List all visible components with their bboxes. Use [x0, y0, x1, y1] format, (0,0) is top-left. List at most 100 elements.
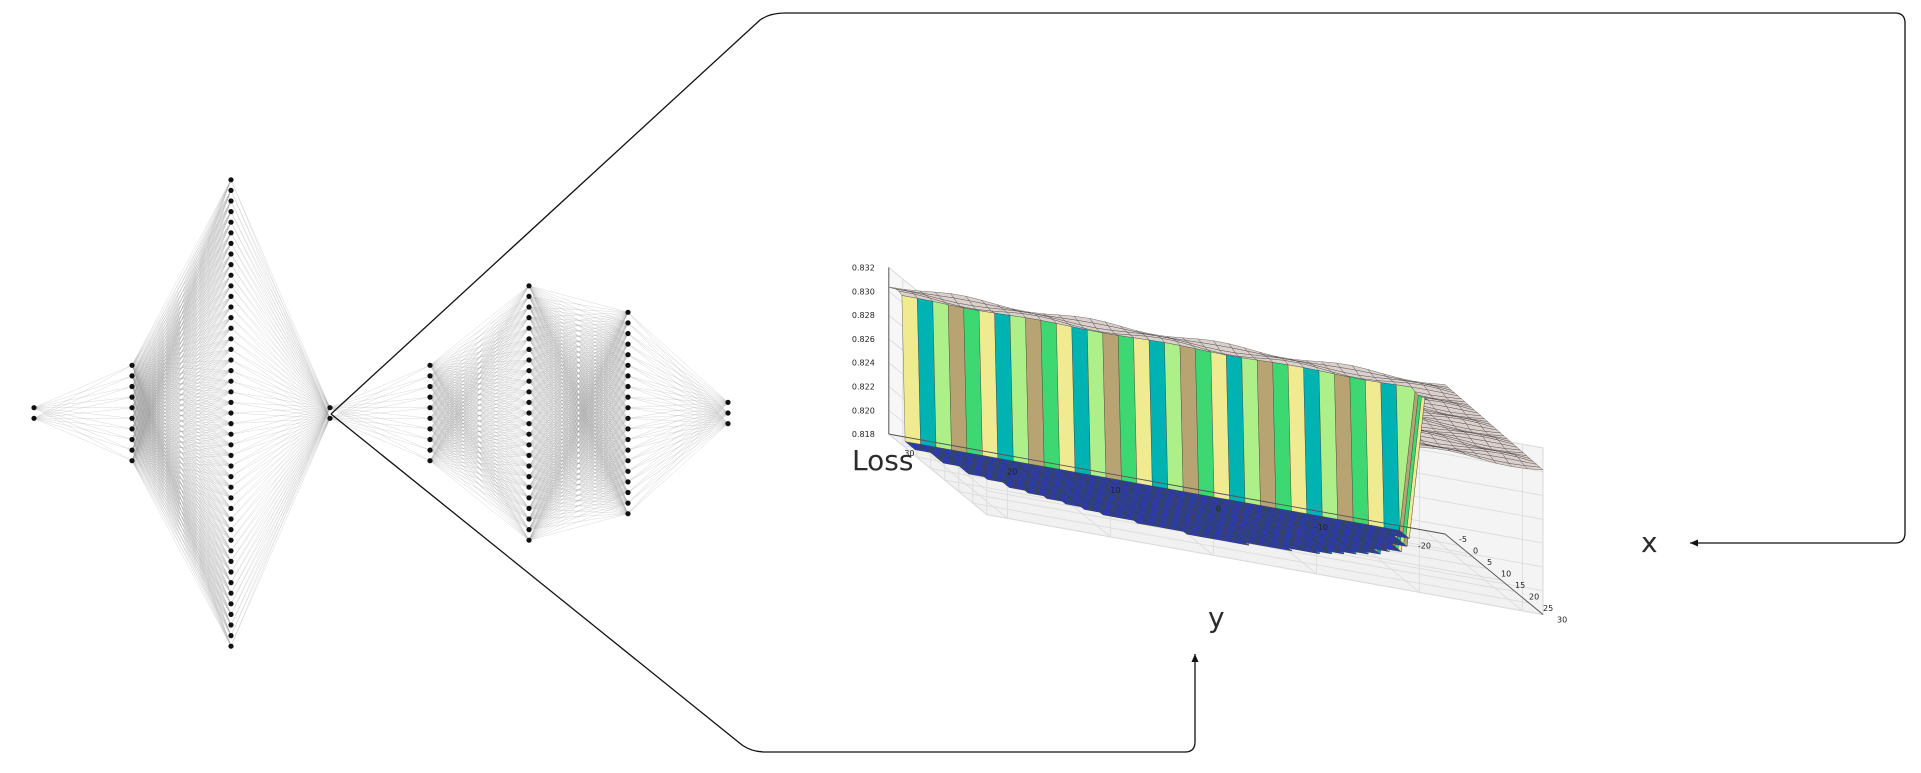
neuron-node	[129, 447, 135, 453]
neuron-node	[526, 399, 532, 405]
neuron-node	[526, 421, 532, 427]
z-tick-label: 0.822	[852, 383, 875, 392]
neuron-node	[228, 177, 234, 183]
x-tick-label: -5	[1459, 535, 1467, 544]
neuron-node	[228, 633, 234, 639]
neuron-node	[327, 415, 333, 421]
neuron-node	[625, 479, 631, 485]
neuron-node	[228, 325, 234, 331]
neuron-node	[31, 415, 37, 421]
layer-5	[526, 283, 532, 543]
callout-frame	[330, 12, 1906, 753]
y-tick-label: 10	[1110, 486, 1120, 495]
neuron-node	[526, 378, 532, 384]
surface-patch	[1429, 383, 1449, 388]
neuron-node	[625, 394, 631, 400]
neuron-node	[526, 325, 532, 331]
neuron-node	[625, 489, 631, 496]
neuron-node	[526, 293, 532, 299]
neuron-node	[625, 415, 631, 421]
neuron-node	[526, 357, 532, 363]
neuron-node	[228, 346, 234, 352]
z-tick-label: 0.818	[852, 430, 875, 439]
neuron-node	[427, 405, 433, 411]
neuron-node	[129, 362, 135, 368]
layer-6	[625, 309, 631, 517]
neuron-node	[526, 484, 532, 490]
neuron-node	[427, 373, 433, 379]
neuron-node	[725, 410, 731, 416]
neuron-node	[228, 484, 234, 490]
plot-3d-axes	[888, 267, 1544, 615]
neuron-node	[625, 447, 631, 453]
neuron-node	[526, 304, 532, 310]
neuron-node	[228, 304, 234, 310]
network-edges	[33, 179, 729, 647]
neuron-node	[228, 590, 234, 596]
neuron-node	[427, 458, 433, 464]
neuron-node	[129, 373, 135, 379]
layer-2	[228, 177, 234, 649]
y-tick-label: 30	[904, 449, 914, 458]
neuron-node	[228, 474, 234, 480]
layer-0-connections	[33, 365, 133, 461]
layer-3	[327, 405, 333, 421]
callout-top-line	[330, 12, 1906, 547]
neuron-node	[725, 421, 731, 427]
neuron-node	[526, 315, 532, 321]
neuron-node	[625, 405, 631, 411]
neuron-node	[228, 463, 234, 469]
layer-3-connections	[329, 365, 431, 461]
y-axis-label: y	[1208, 601, 1225, 634]
neuron-node	[625, 383, 631, 390]
z-tick-label: 0.828	[852, 311, 875, 320]
neuron-node	[427, 383, 433, 390]
neuron-node	[526, 527, 532, 533]
neuron-node	[129, 415, 135, 421]
neuron-node	[228, 399, 234, 405]
neuron-node	[625, 309, 631, 315]
layer-4-connections	[429, 285, 530, 541]
neuron-node	[725, 399, 731, 405]
neuron-node	[228, 187, 234, 193]
layer-1-connections	[131, 179, 232, 647]
y-tick-label: 20	[1007, 467, 1017, 476]
y-axis-line	[888, 433, 1446, 535]
neuron-node	[228, 240, 234, 246]
neuron-node	[228, 336, 234, 342]
x-tick-label: 0	[1473, 547, 1478, 556]
z-tick-label: 0.820	[852, 406, 875, 415]
neuron-node	[526, 346, 532, 352]
neuron-node	[129, 436, 135, 443]
neuron-node	[228, 580, 234, 586]
neuron-node	[526, 516, 532, 522]
neuron-node	[129, 405, 135, 411]
neuron-node	[228, 357, 234, 363]
z-axis-ticks: 0.818 0.820 0.822 0.824 0.826 0.828 0.830 0.832	[852, 264, 875, 440]
neuron-node	[228, 452, 234, 458]
neuron-node	[228, 601, 234, 607]
neuron-node	[129, 394, 135, 400]
neuron-node	[526, 410, 532, 416]
neuron-node	[228, 389, 234, 395]
neuron-node	[625, 352, 631, 358]
layer-5-connections	[528, 285, 629, 541]
neuron-node	[228, 537, 234, 543]
y-tick-label: -10	[1315, 523, 1328, 532]
neuron-node	[625, 320, 631, 326]
neuron-node	[625, 341, 631, 347]
neuron-node	[228, 611, 234, 618]
neuron-node	[228, 442, 234, 448]
neuron-node	[427, 394, 433, 400]
neuron-node	[526, 452, 532, 458]
neuron-node	[228, 495, 234, 501]
neuron-node	[228, 293, 234, 299]
neuron-node	[526, 495, 532, 501]
z-tick-label: 0.826	[852, 335, 875, 344]
neuron-node	[228, 368, 234, 374]
neuron-node	[228, 283, 234, 289]
neuron-node	[228, 272, 234, 278]
neuron-node	[228, 219, 234, 225]
